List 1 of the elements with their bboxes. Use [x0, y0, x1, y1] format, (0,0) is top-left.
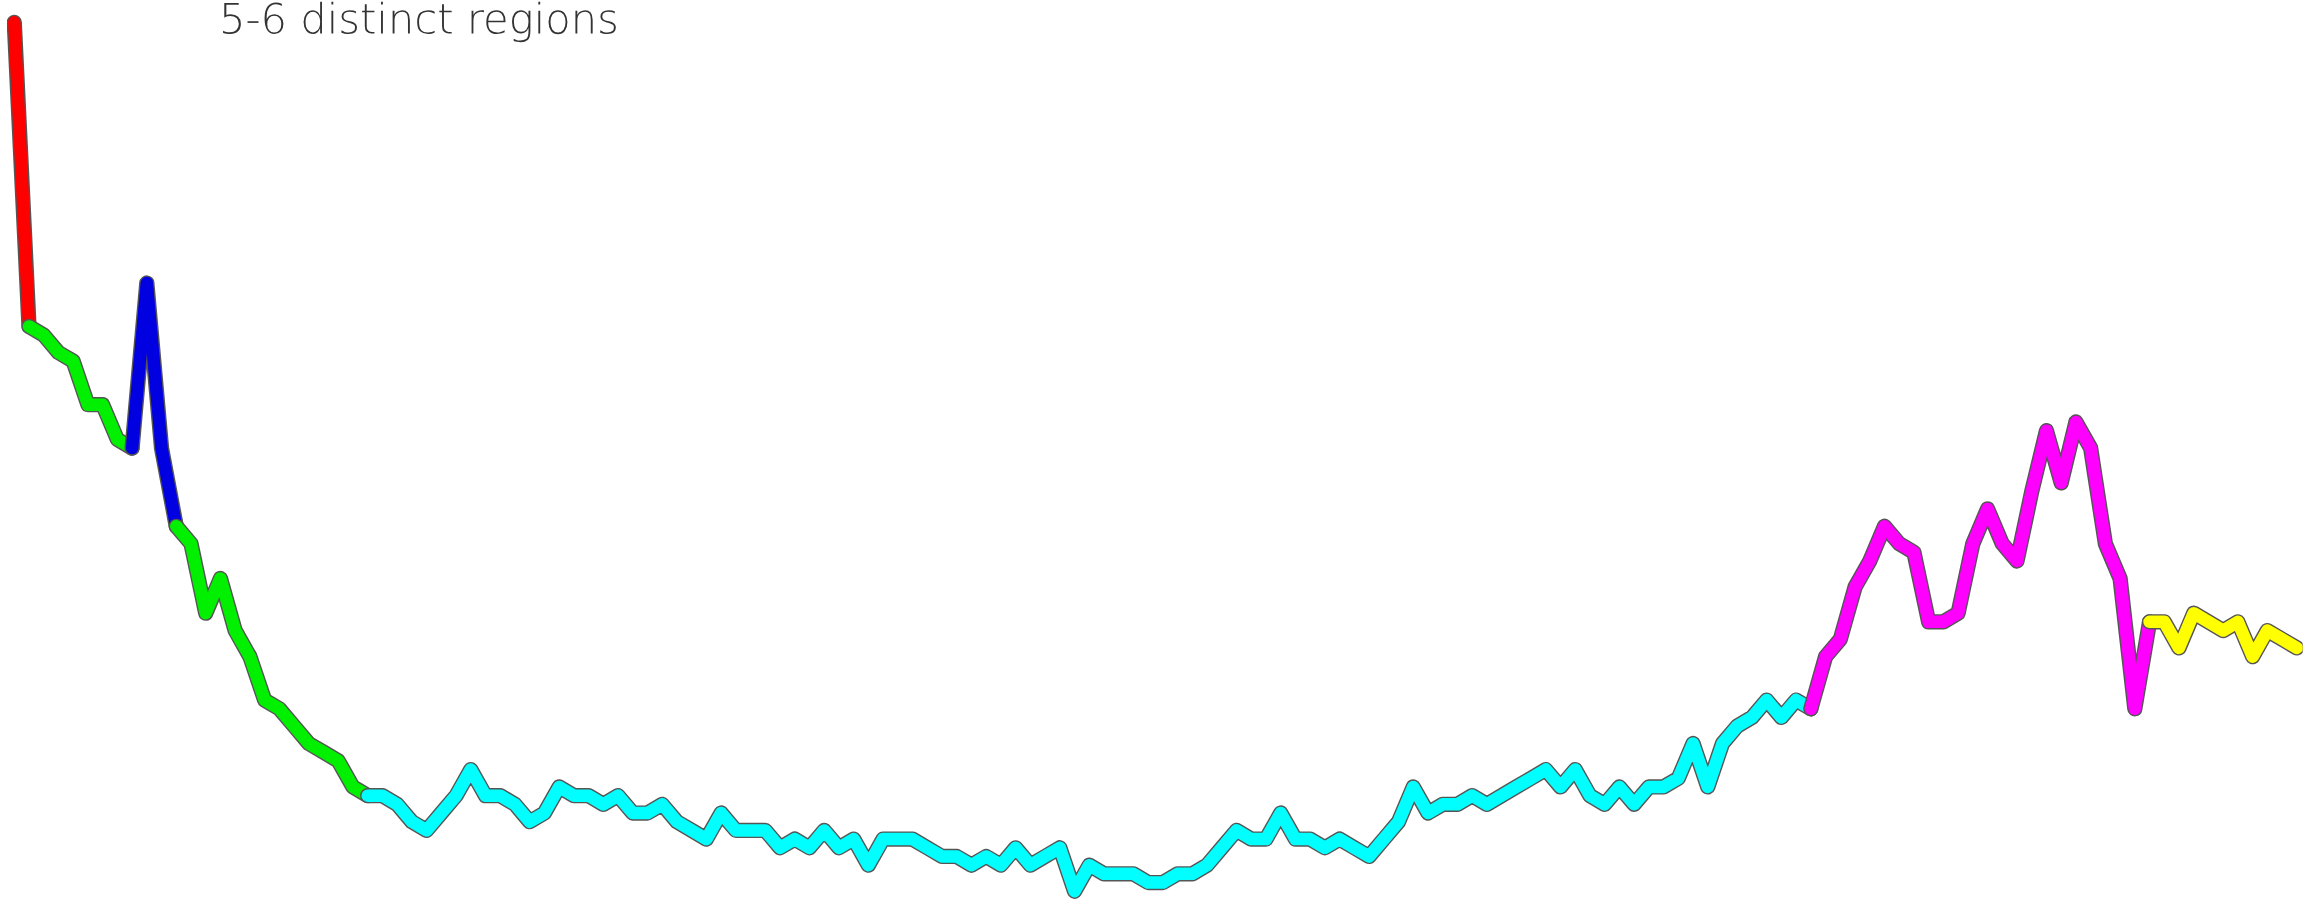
chart-title: 5-6 distinct regions	[223, 1, 616, 43]
